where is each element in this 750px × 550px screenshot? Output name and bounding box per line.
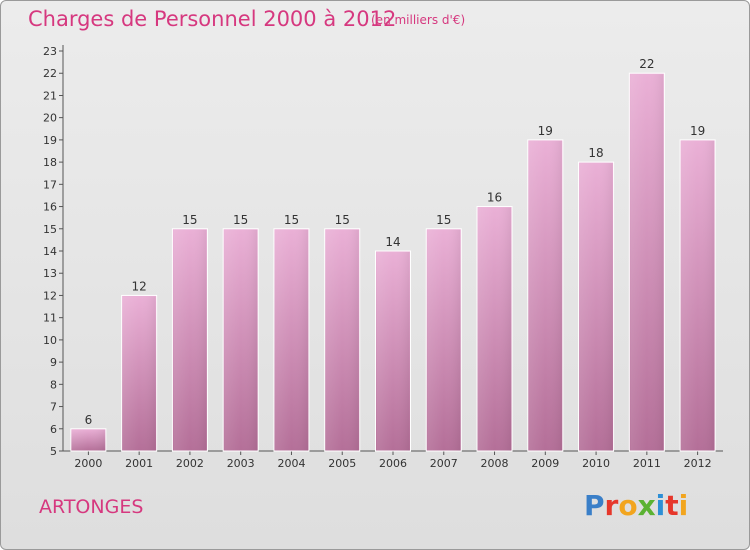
logo-letter: i — [655, 489, 666, 522]
logo-letter: x — [637, 489, 656, 522]
data-label-2002: 15 — [182, 213, 197, 227]
data-label-2001: 12 — [132, 279, 147, 293]
y-tick-label: 11 — [43, 312, 57, 325]
y-tick-label: 20 — [43, 112, 57, 125]
data-label-2010: 18 — [588, 146, 603, 160]
y-tick-label: 21 — [43, 89, 57, 102]
bar-shade-2009 — [528, 140, 562, 451]
chart-axes: 5 6 7 8 9 10 11 12 13 14 15 16 17 18 19 20 21 22 23 2000 200… — [43, 45, 723, 470]
bar-shade-2002 — [173, 229, 207, 451]
logo-letter: i — [678, 489, 689, 522]
data-label-2005: 15 — [335, 213, 350, 227]
bar-shade-2012 — [681, 140, 715, 451]
chart-title: Charges de Personnel 2000 à 2012 — [28, 7, 397, 31]
data-label-2012: 19 — [690, 124, 705, 138]
y-tick-label: 22 — [43, 67, 57, 80]
commune-name: ARTONGES — [39, 496, 144, 518]
logo-letter: P — [584, 489, 605, 522]
x-tick-label: 2012 — [684, 457, 712, 470]
y-tick-label: 18 — [43, 156, 57, 169]
bar-shade-2007 — [427, 229, 461, 451]
data-label-2003: 15 — [233, 213, 248, 227]
x-tick-label: 2010 — [582, 457, 610, 470]
x-tick-label: 2003 — [227, 457, 255, 470]
chart-subtitle: (en milliers d'€) — [371, 13, 466, 27]
y-tick-label: 19 — [43, 134, 57, 147]
x-tick-label: 2005 — [328, 457, 356, 470]
data-label-2000: 6 — [85, 413, 93, 427]
y-tick-label: 7 — [50, 401, 57, 414]
data-label-2008: 16 — [487, 191, 502, 205]
y-tick-label: 17 — [43, 178, 57, 191]
x-tick-label: 2006 — [379, 457, 407, 470]
data-label-2009: 19 — [538, 124, 553, 138]
logo-letter: o — [618, 489, 638, 522]
bar-shade-2011 — [630, 74, 664, 451]
bar-shade-2000 — [71, 429, 105, 451]
bar-shade-2008 — [478, 207, 512, 451]
y-tick-label: 6 — [50, 423, 57, 436]
y-tick-label: 23 — [43, 45, 57, 58]
bar-shade-2004 — [274, 229, 308, 451]
data-label-2006: 14 — [385, 235, 400, 249]
bar-shade-2010 — [579, 163, 613, 451]
data-label-2004: 15 — [284, 213, 299, 227]
y-tick-label: 8 — [50, 378, 57, 391]
data-label-2011: 22 — [639, 57, 654, 71]
bar-shade-2005 — [325, 229, 359, 451]
bar-shade-2003 — [224, 229, 258, 451]
y-tick-label: 15 — [43, 223, 57, 236]
x-tick-label: 2000 — [74, 457, 102, 470]
y-tick-label: 13 — [43, 267, 57, 280]
y-tick-label: 5 — [50, 445, 57, 458]
x-tick-label: 2002 — [176, 457, 204, 470]
y-tick-label: 9 — [50, 356, 57, 369]
x-tick-label: 2001 — [125, 457, 153, 470]
chart-data-labels: 6 12 15 15 15 15 14 15 16 19 18 22 19 — [85, 57, 706, 427]
x-tick-label: 2004 — [277, 457, 305, 470]
y-tick-label: 16 — [43, 201, 57, 214]
x-tick-label: 2009 — [531, 457, 559, 470]
x-tick-label: 2007 — [430, 457, 458, 470]
bar-shade-2001 — [122, 296, 156, 451]
x-tick-label: 2011 — [633, 457, 661, 470]
y-tick-label: 10 — [43, 334, 57, 347]
chart-bars — [70, 72, 716, 452]
proxiti-logo: Proxiti — [584, 489, 688, 522]
y-tick-label: 14 — [43, 245, 57, 258]
bar-shade-2006 — [376, 252, 410, 451]
x-tick-label: 2008 — [481, 457, 509, 470]
logo-letter: t — [665, 489, 679, 522]
y-tick-label: 12 — [43, 289, 57, 302]
logo-letter: r — [604, 489, 619, 522]
data-label-2007: 15 — [436, 213, 451, 227]
